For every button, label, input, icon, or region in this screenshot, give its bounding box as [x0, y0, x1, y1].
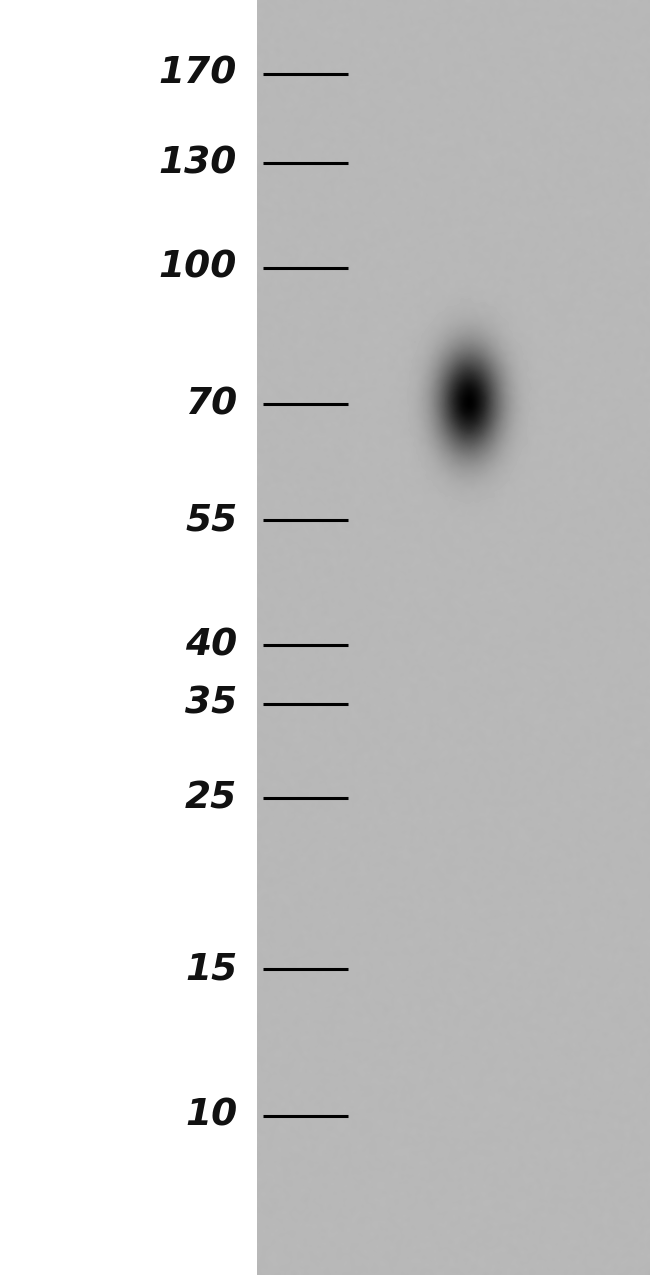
- Text: 130: 130: [159, 145, 237, 181]
- Text: 15: 15: [185, 951, 237, 987]
- Text: 70: 70: [185, 386, 237, 422]
- Text: 55: 55: [185, 502, 237, 538]
- Text: 10: 10: [185, 1098, 237, 1133]
- Text: 100: 100: [159, 250, 237, 286]
- Text: 25: 25: [185, 780, 237, 816]
- Text: 170: 170: [159, 56, 237, 92]
- Text: 40: 40: [185, 627, 237, 663]
- Text: 35: 35: [185, 686, 237, 722]
